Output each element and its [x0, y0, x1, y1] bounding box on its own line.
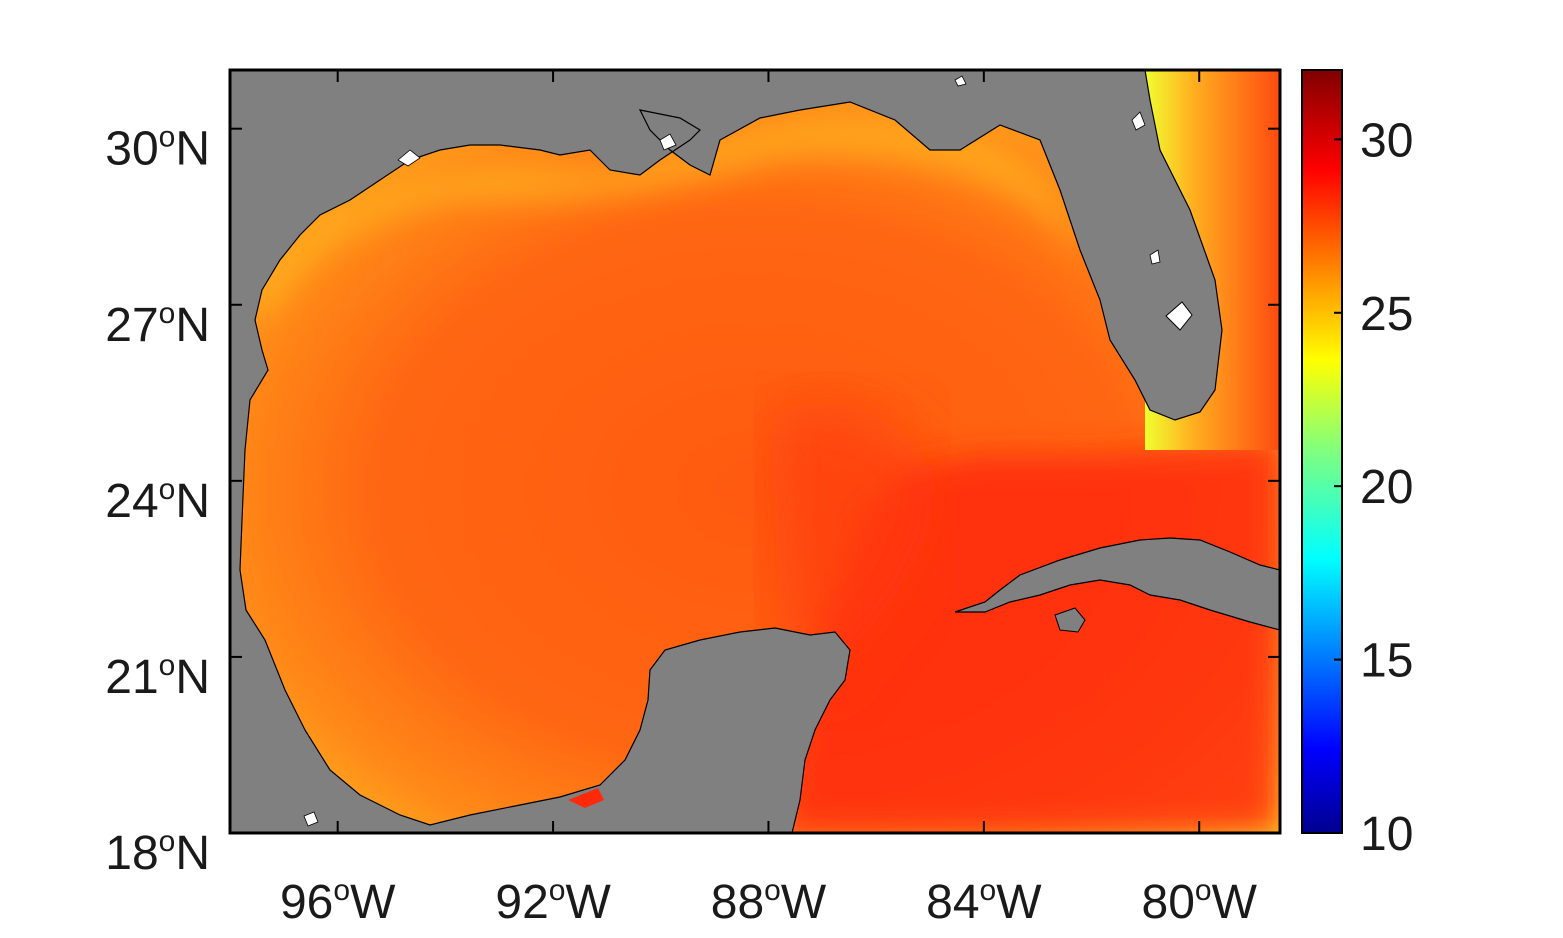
coastal-lake	[303, 811, 319, 827]
loop-current-core	[770, 401, 935, 700]
colorbar-tick-label: 25	[1360, 288, 1413, 341]
y-tick-label: 27oN	[105, 297, 210, 352]
x-tick-label: 80oW	[1142, 874, 1258, 929]
coastal-lake	[1131, 111, 1146, 131]
coastal-lake	[1149, 249, 1161, 265]
lake-okeechobee	[1165, 301, 1193, 331]
land-cuba	[954, 537, 1280, 631]
x-tick-label: 96oW	[280, 874, 396, 929]
x-tick-label: 84oW	[926, 874, 1042, 929]
colorbar-tick-label: 20	[1360, 461, 1413, 514]
northern-shelf-cool-band	[250, 114, 1090, 321]
land-isla-juventud	[1054, 607, 1086, 633]
y-axis-ticks: 18oN 21oN 24oN 27oN 30oN	[105, 121, 1280, 880]
x-tick-label: 92oW	[495, 874, 611, 929]
colorbar-tick-label: 10	[1360, 808, 1413, 861]
colorbar	[1301, 69, 1343, 834]
land-north-america	[230, 70, 1223, 833]
colorbar-tick-label: 30	[1360, 114, 1413, 167]
map-plot-area	[230, 70, 1280, 833]
x-tick-label: 88oW	[711, 874, 827, 929]
coastal-lake	[659, 133, 677, 151]
colorbar-tick-label: 15	[1360, 635, 1413, 688]
colorbar-ticks: 10 15 20 25 30	[1334, 114, 1413, 861]
y-tick-label: 18oN	[105, 825, 210, 880]
campeche-warm-patch	[568, 788, 604, 808]
coastal-lake	[954, 75, 967, 87]
y-tick-label: 21oN	[105, 649, 210, 704]
coastal-lake	[397, 149, 421, 167]
map-frame	[228, 68, 1282, 835]
y-tick-label: 24oN	[105, 473, 210, 528]
y-tick-label: 30oN	[105, 121, 210, 176]
x-axis-ticks: 96oW 92oW 88oW 84oW 80oW	[280, 70, 1258, 929]
